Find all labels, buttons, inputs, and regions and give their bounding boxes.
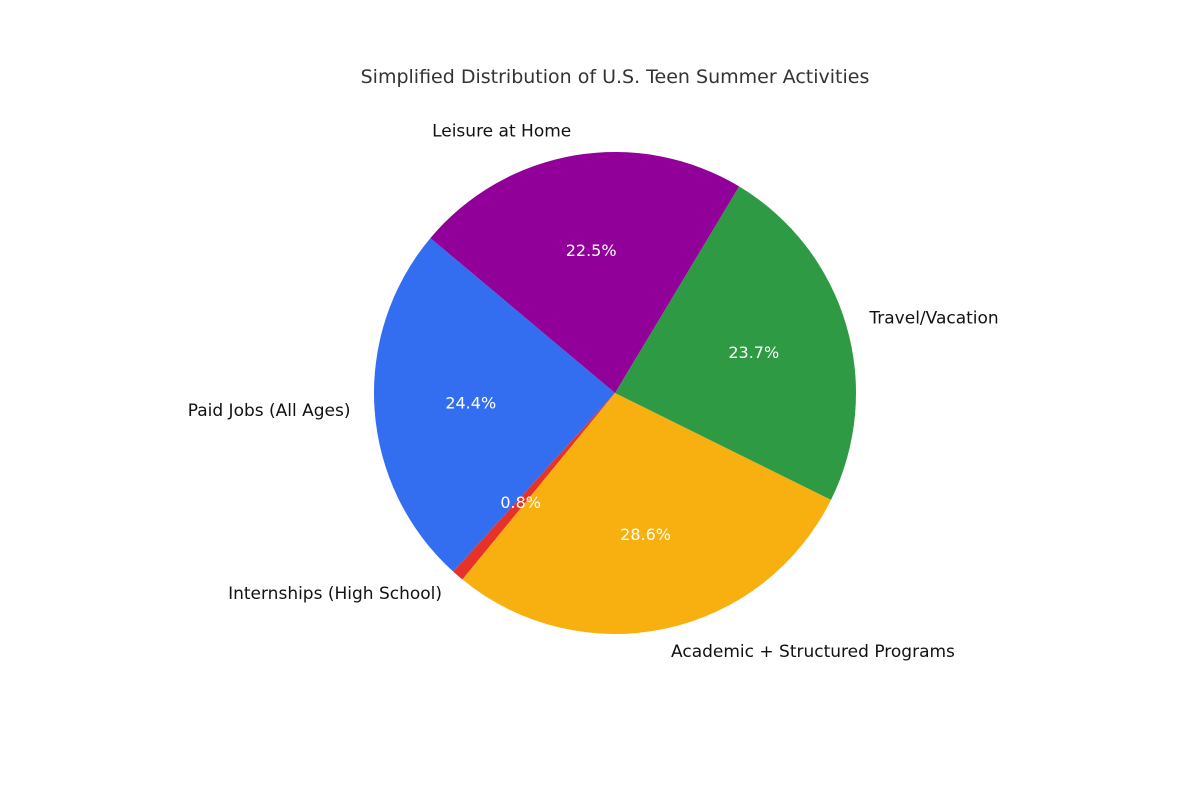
pct-label-leisure-at-home: 22.5%	[566, 241, 617, 260]
slice-label-leisure-at-home: Leisure at Home	[432, 122, 571, 142]
pct-label-paid-jobs-all-ages: 24.4%	[445, 393, 496, 412]
slice-label-internships-high-school: Internships (High School)	[228, 584, 442, 604]
pct-label-travel-vacation: 23.7%	[728, 343, 779, 362]
pie-slice-paid-jobs-all-ages	[374, 238, 615, 572]
pie-slice-internships-high-school	[453, 393, 615, 580]
slice-label-travel-vacation: Travel/Vacation	[868, 308, 998, 328]
pie-slice-leisure-at-home	[430, 152, 740, 393]
pct-label-internships-high-school: 0.8%	[500, 493, 541, 512]
pie-slice-academic-structured-programs	[462, 393, 832, 634]
slices-layer	[374, 152, 856, 634]
pie-slice-travel-vacation	[615, 186, 856, 500]
percentage-labels-layer: 24.4% 0.8% 28.6% 23.7% 22.5%	[445, 241, 779, 544]
chart-title: Simplified Distribution of U.S. Teen Sum…	[361, 66, 870, 88]
slice-labels-layer: Paid Jobs (All Ages) Internships (High Sc…	[188, 122, 999, 663]
slice-label-academic-structured-programs: Academic + Structured Programs	[671, 642, 955, 662]
pct-label-academic-structured-programs: 28.6%	[620, 525, 671, 544]
slice-label-paid-jobs-all-ages: Paid Jobs (All Ages)	[188, 401, 351, 421]
